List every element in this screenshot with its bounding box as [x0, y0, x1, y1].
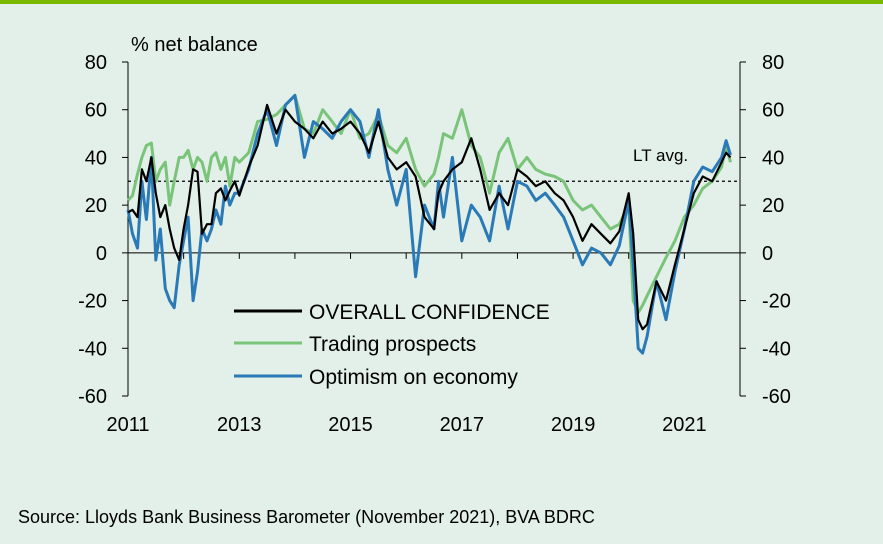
x-tick-label: 2015	[328, 414, 373, 436]
legend: OVERALL CONFIDENCE Trading prospects Optim…	[234, 301, 550, 389]
y-tick-label-left: -60	[78, 386, 107, 408]
series-line-trading-prospects	[126, 93, 732, 314]
chart-axes: 80 80 60 60 40 40 20 20 0 0 -20 -20 -40 -40 -60 -60 2011…	[78, 34, 791, 436]
y-tick-label-left: 0	[96, 243, 107, 265]
y-tick-label-right: 0	[762, 243, 773, 265]
series-line-optimism-on-economy	[126, 93, 732, 355]
x-tick-label: 2013	[217, 414, 262, 436]
y-tick-label-left: 40	[85, 147, 107, 169]
top-accent-bar	[0, 0, 883, 4]
y-tick-label-right: 60	[762, 100, 784, 122]
y-tick-label-right: -40	[762, 338, 791, 360]
y-tick-label-right: 40	[762, 147, 784, 169]
y-tick-label-left: -20	[78, 291, 107, 313]
y-tick-label-right: -20	[762, 291, 791, 313]
legend-label: Trading prospects	[309, 333, 476, 356]
legend-label: OVERALL CONFIDENCE	[309, 301, 550, 324]
x-tick-label: 2021	[662, 414, 707, 436]
lt-average-label: LT avg.	[633, 146, 688, 165]
line-chart: 80 80 60 60 40 40 20 20 0 0 -20 -20 -40 -40 -60 -60 2011…	[78, 34, 791, 436]
series-layer	[126, 93, 732, 355]
y-tick-label-right: 80	[762, 52, 784, 74]
y-tick-label-left: -40	[78, 338, 107, 360]
series-line-overall-confidence	[127, 103, 732, 331]
y-tick-label-right: -60	[762, 386, 791, 408]
y-tick-label-left: 60	[85, 100, 107, 122]
y-tick-label-left: 20	[85, 195, 107, 217]
x-tick-label: 2019	[551, 414, 596, 436]
y-axis-label: % net balance	[131, 34, 258, 56]
y-tick-label-left: 80	[85, 52, 107, 74]
x-tick-label: 2011	[106, 414, 149, 436]
x-tick-label: 2017	[440, 414, 485, 436]
y-tick-label-right: 20	[762, 195, 784, 217]
source-note: Source: Lloyds Bank Business Barometer (…	[18, 507, 595, 527]
legend-label: Optimism on economy	[309, 366, 518, 389]
